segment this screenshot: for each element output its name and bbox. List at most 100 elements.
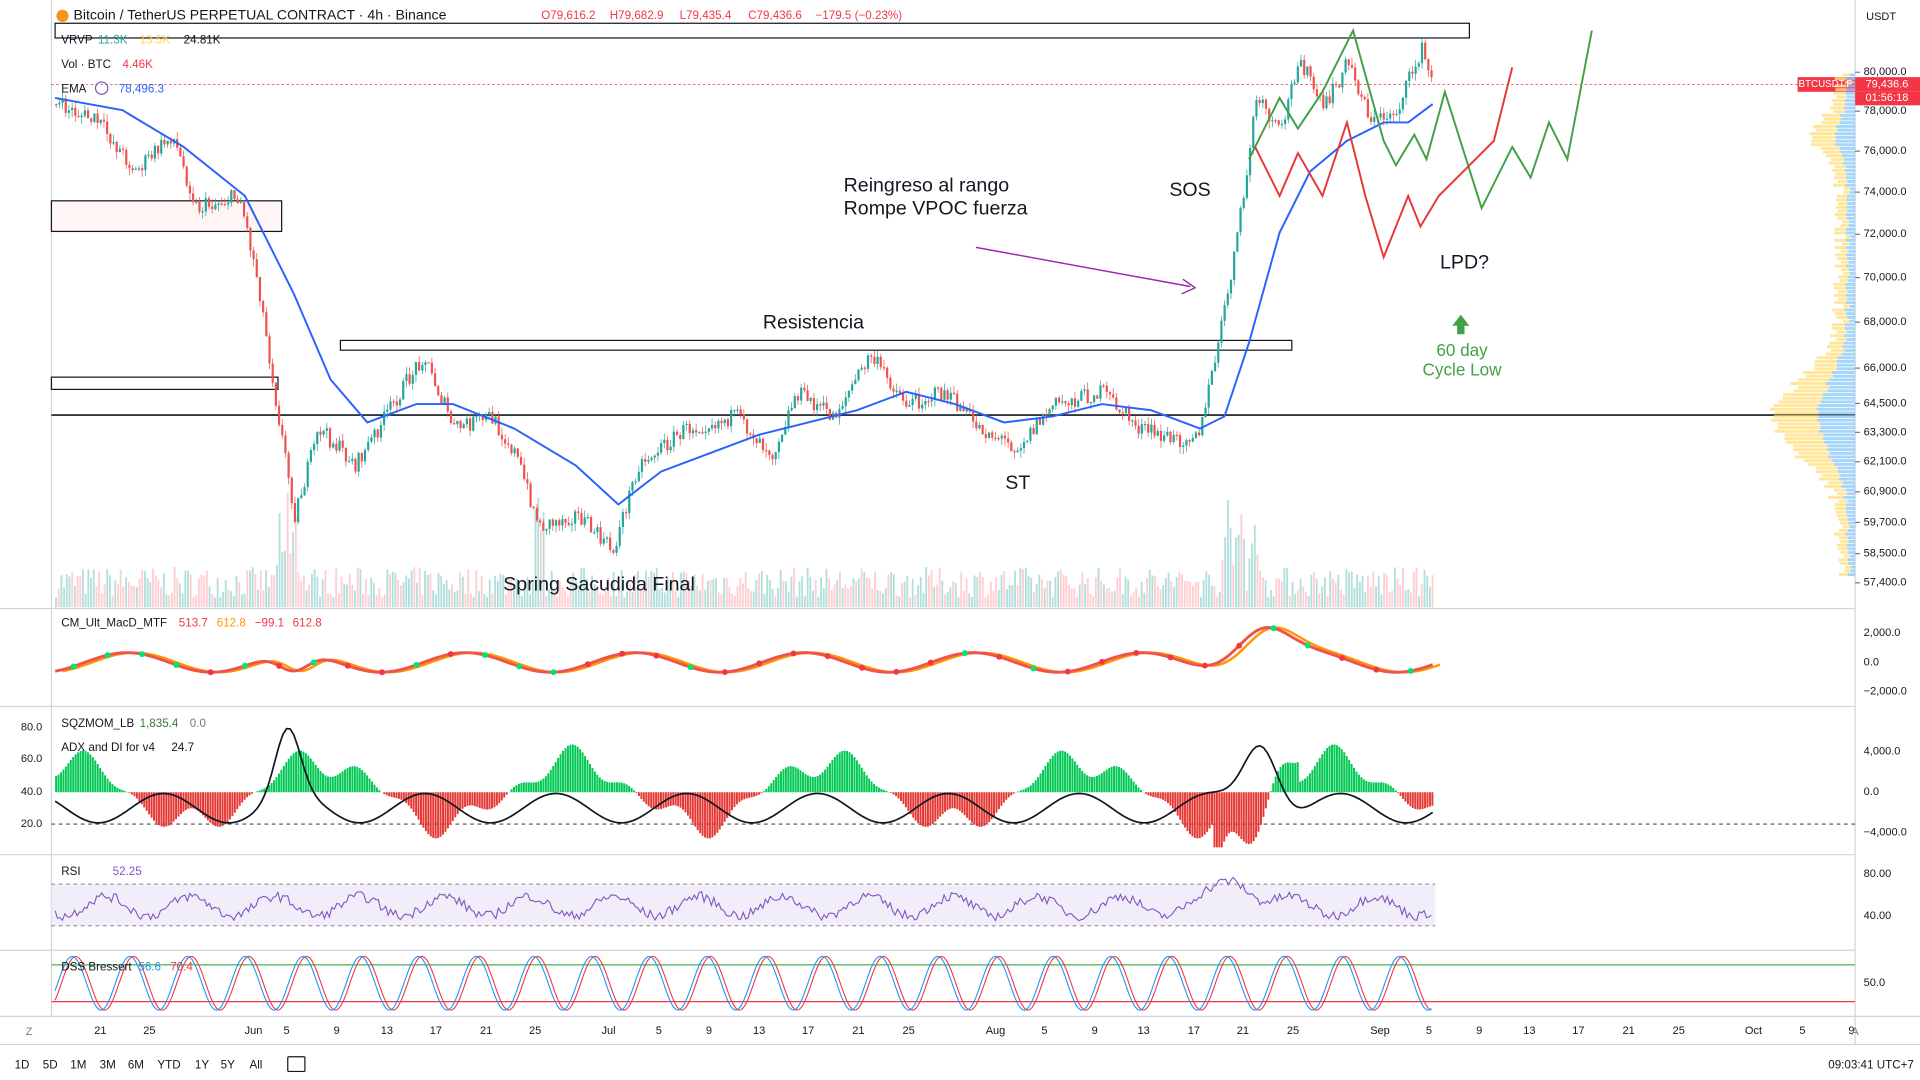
candle-body (398, 399, 402, 406)
range-button[interactable]: 6M (128, 1058, 144, 1071)
volume-bar (92, 569, 95, 608)
range-button[interactable]: YTD (157, 1058, 180, 1071)
volume-profile (1834, 264, 1846, 268)
range-button[interactable]: 1D (15, 1058, 30, 1071)
candle-body (959, 406, 962, 411)
volume-profile (1833, 532, 1846, 536)
volume-profile (1847, 180, 1856, 183)
candle-body (332, 443, 335, 448)
volume-bar (890, 572, 893, 608)
candle-body (421, 365, 424, 371)
volume-bar (680, 572, 682, 608)
volume-profile (1837, 470, 1856, 474)
volume-bar (1138, 596, 1140, 608)
volume-bar (949, 587, 952, 608)
squeeze-bar (434, 792, 437, 839)
volume-bar (596, 585, 599, 608)
volume-profile (1797, 378, 1830, 382)
squeeze-bar (1355, 771, 1358, 793)
volume-bar (119, 569, 122, 608)
volume-bar (936, 584, 938, 608)
volume-bar (968, 593, 971, 608)
squeeze-bar (731, 792, 733, 811)
volume-bar (313, 569, 316, 608)
volume-profile (1843, 525, 1850, 529)
squeeze-bar (60, 772, 62, 793)
squeeze-bar (963, 792, 966, 816)
volume-bar (938, 567, 941, 608)
scale-mode[interactable]: A (1851, 1026, 1859, 1038)
range-button[interactable]: 1Y (195, 1058, 209, 1071)
volume-bar (1353, 587, 1356, 608)
candle-body (605, 537, 609, 539)
candle-body (316, 431, 319, 445)
volume-bar (144, 571, 146, 608)
volume-profile (1822, 396, 1856, 400)
volume-bar (1334, 582, 1337, 608)
range-button[interactable]: 5Y (221, 1058, 235, 1071)
candle-body (548, 519, 551, 529)
squeeze-bar (189, 792, 192, 809)
volume-bar (1275, 578, 1278, 608)
volume-bar (1006, 589, 1008, 608)
indicator-name: DSS Bressert (61, 960, 132, 973)
squeeze-bar (442, 792, 444, 835)
squeeze-bar (743, 792, 746, 800)
volume-profile (1838, 477, 1856, 481)
squeeze-bar (988, 792, 991, 823)
projection-green (1248, 27, 1593, 211)
calendar-icon[interactable] (287, 1056, 306, 1073)
volume-bar (340, 576, 343, 608)
squeeze-bar (1012, 792, 1015, 794)
range-button[interactable]: 1M (70, 1058, 86, 1071)
volume-profile (1843, 187, 1851, 191)
volume-profile (1816, 128, 1838, 132)
scale-mode[interactable]: Z (26, 1026, 33, 1038)
squeeze-bar (699, 792, 702, 834)
candle-body (809, 398, 812, 401)
volume-bar (214, 597, 216, 608)
range-button[interactable]: 3M (100, 1058, 116, 1071)
squeeze-bar (94, 760, 97, 793)
squeeze-bar (1132, 781, 1135, 793)
squeeze-bar (454, 792, 457, 818)
squeeze-bar (757, 792, 760, 795)
squeeze-bar (809, 776, 812, 793)
volume-bar (1030, 577, 1033, 608)
volume-bar (976, 577, 979, 608)
candle-body (449, 411, 453, 424)
squeeze-bar (946, 792, 949, 810)
squeeze-bar (260, 789, 263, 793)
volume-bar (367, 595, 370, 608)
range-button[interactable]: All (249, 1058, 262, 1071)
squeeze-bar (1428, 792, 1431, 807)
squeeze-bar (263, 788, 266, 793)
indicator-value: −99.1 (255, 616, 284, 629)
candle-body (319, 431, 322, 435)
candle-body (497, 416, 500, 436)
candle-body (77, 115, 80, 118)
squeeze-bar (309, 758, 312, 793)
volume-profile (1815, 470, 1838, 474)
volume-profile (1836, 367, 1856, 371)
candle-body (660, 443, 663, 453)
squeeze-bar (1304, 778, 1307, 793)
volume-profile (1833, 102, 1846, 106)
price-tick-label: 72,000.0 (1864, 228, 1907, 240)
volume-bar (1038, 574, 1041, 608)
volume-bar (1337, 574, 1340, 608)
volume-profile (1817, 418, 1856, 422)
range-button[interactable]: 5D (43, 1058, 58, 1071)
candle-body (921, 404, 924, 409)
date-label: 9 (1476, 1025, 1482, 1037)
volume-bar (154, 575, 157, 608)
candle-body (615, 545, 618, 553)
candle-body (755, 438, 758, 444)
candle-body (666, 439, 669, 451)
volume-profile (1845, 238, 1856, 242)
squeeze-bar (383, 792, 386, 794)
volume-bar (701, 573, 704, 608)
candle-body (93, 113, 96, 122)
squeeze-bar (331, 776, 334, 793)
candle-body (796, 396, 800, 401)
